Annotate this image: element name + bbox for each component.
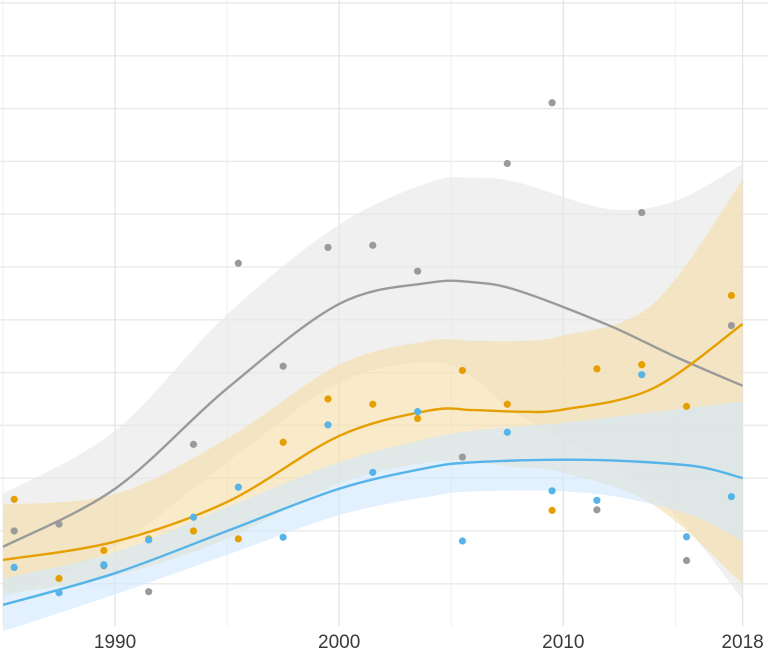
data-point: [145, 588, 153, 596]
data-point: [279, 362, 287, 370]
data-point: [638, 361, 646, 369]
x-tick-label: 2018: [721, 632, 763, 653]
data-point: [458, 366, 467, 375]
data-point: [727, 291, 735, 300]
data-point: [458, 537, 467, 545]
data-point: [503, 400, 511, 408]
data-point: [503, 159, 511, 168]
data-point: [593, 365, 601, 373]
data-point: [458, 453, 467, 461]
data-point: [638, 209, 646, 217]
data-point: [727, 493, 735, 501]
data-point: [369, 468, 377, 476]
data-point: [279, 438, 287, 446]
data-point: [324, 395, 332, 403]
data-point: [189, 527, 198, 535]
data-point: [414, 408, 422, 416]
data-point: [727, 321, 735, 330]
x-tick-label: 1990: [94, 632, 136, 653]
data-point: [189, 513, 198, 521]
data-point: [682, 556, 691, 565]
fit-line-2: [2, 458, 743, 607]
data-points: [10, 99, 735, 597]
data-point: [682, 533, 691, 541]
data-point: [10, 495, 18, 503]
data-point: [100, 561, 108, 569]
data-point: [369, 241, 377, 249]
data-point: [189, 440, 198, 448]
data-point: [234, 259, 242, 267]
data-point: [100, 546, 108, 555]
fit-line-1: [2, 323, 744, 562]
data-point: [682, 402, 691, 410]
data-point: [234, 483, 242, 491]
data-point: [548, 487, 556, 495]
data-point: [638, 371, 646, 379]
data-point: [145, 536, 153, 544]
confidence-band-1: [3, 179, 743, 595]
data-point: [324, 243, 332, 252]
data-point: [593, 506, 601, 514]
data-point: [10, 563, 18, 571]
data-point: [55, 574, 63, 583]
x-axis-ticks: 1990 2000 2010 2018: [94, 632, 764, 653]
data-point: [548, 506, 556, 514]
data-point: [55, 589, 63, 597]
fit-line-0: [2, 279, 744, 548]
data-point: [324, 421, 332, 429]
data-point: [369, 400, 377, 408]
fit-lines: [2, 279, 744, 607]
data-point: [234, 535, 242, 543]
data-point: [279, 533, 287, 541]
data-point: [55, 520, 63, 528]
x-tick-label: 2000: [318, 632, 360, 653]
data-point: [414, 267, 422, 275]
data-point: [503, 428, 511, 436]
x-tick-label: 2010: [542, 632, 584, 653]
data-point: [593, 496, 601, 504]
data-point: [414, 414, 422, 423]
data-point: [548, 99, 556, 107]
data-point: [10, 527, 18, 535]
